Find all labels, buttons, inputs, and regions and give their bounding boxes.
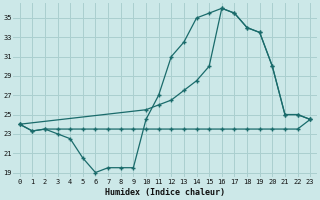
- X-axis label: Humidex (Indice chaleur): Humidex (Indice chaleur): [105, 188, 225, 197]
